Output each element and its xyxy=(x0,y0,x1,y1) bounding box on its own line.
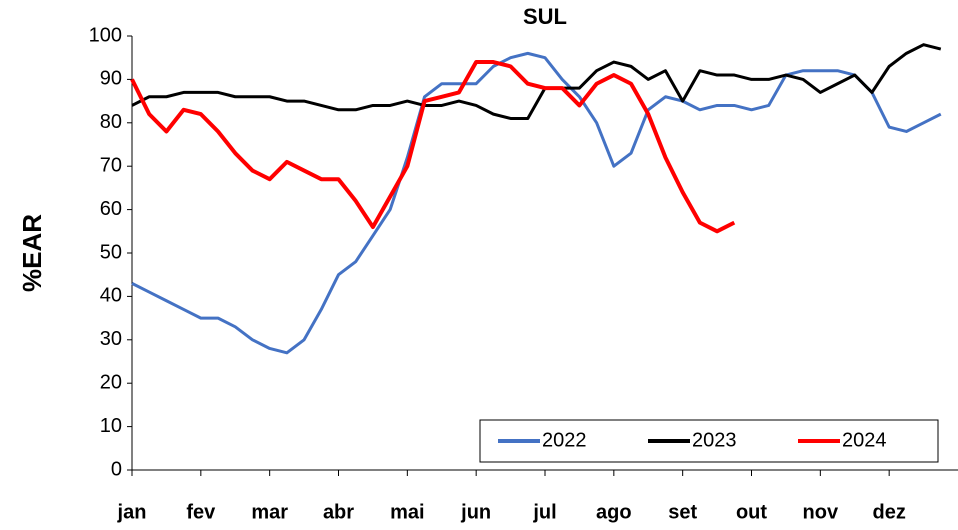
y-tick-label: 20 xyxy=(100,371,122,393)
x-tick-label: jun xyxy=(460,501,491,523)
x-tick-label: abr xyxy=(323,501,354,523)
y-tick-label: 100 xyxy=(89,24,122,46)
line-series xyxy=(131,51,942,355)
x-tick-label: mar xyxy=(251,501,288,523)
x-tick-label: jul xyxy=(532,501,556,523)
x-tick-label: set xyxy=(668,501,697,523)
legend-box xyxy=(479,419,939,463)
legend-label: 2022 xyxy=(542,429,587,451)
line-series xyxy=(130,60,736,234)
x-tick-label: fev xyxy=(186,501,216,523)
y-tick-label: 60 xyxy=(100,198,122,220)
y-tick-label: 0 xyxy=(111,458,122,480)
legend-label: 2024 xyxy=(842,429,887,451)
y-axis-label: %EAR xyxy=(17,214,47,292)
x-tick-label: ago xyxy=(596,501,632,523)
y-tick-label: 90 xyxy=(100,68,122,90)
x-tick-label: jan xyxy=(117,501,147,523)
y-tick-label: 70 xyxy=(100,154,122,176)
y-tick-label: 50 xyxy=(100,241,122,263)
chart-title: SUL xyxy=(523,4,567,29)
legend-label: 2023 xyxy=(692,429,737,451)
x-tick-label: mai xyxy=(390,501,424,523)
x-tick-label: nov xyxy=(803,501,839,523)
y-tick-label: 30 xyxy=(100,328,122,350)
y-tick-label: 80 xyxy=(100,111,122,133)
y-tick-label: 40 xyxy=(100,285,122,307)
x-tick-label: out xyxy=(736,501,767,523)
y-tick-label: 10 xyxy=(100,415,122,437)
line-series xyxy=(131,43,942,120)
x-tick-label: dez xyxy=(872,501,905,523)
